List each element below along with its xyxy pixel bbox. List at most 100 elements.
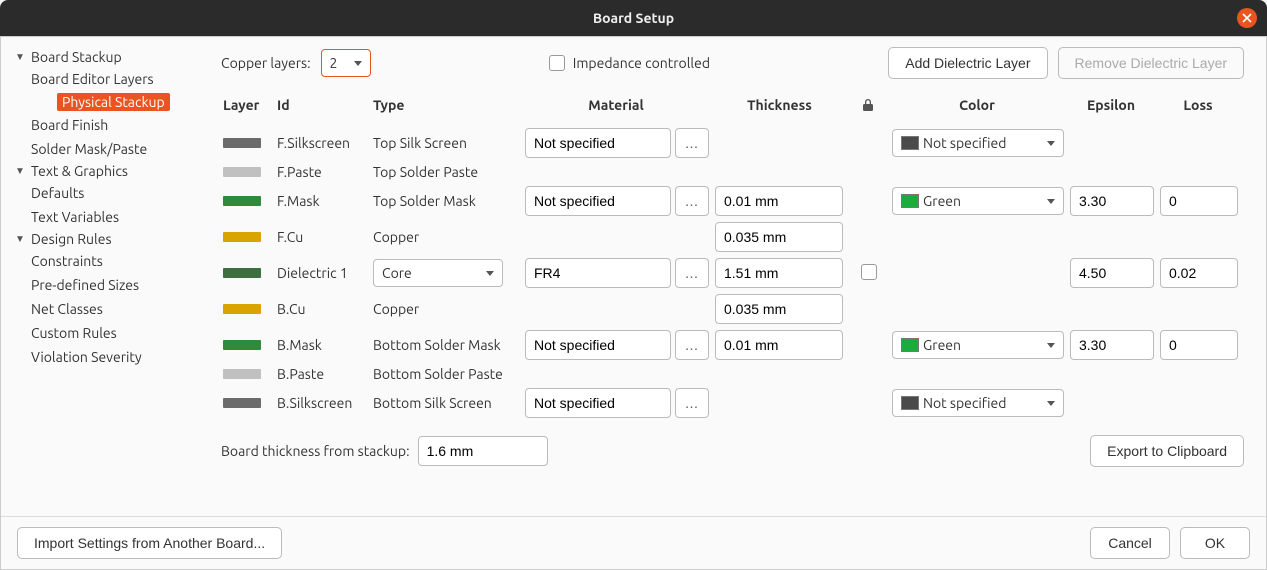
- material-input[interactable]: [525, 128, 671, 158]
- color-select[interactable]: Not specified: [892, 129, 1064, 157]
- color-chip-icon: [901, 338, 919, 352]
- material-more-button[interactable]: ...: [675, 330, 709, 360]
- layer-id: B.Cu: [275, 298, 371, 320]
- material-more-button[interactable]: ...: [675, 388, 709, 418]
- layer-type-select[interactable]: Core: [373, 259, 503, 287]
- color-select[interactable]: Not specified: [892, 389, 1064, 417]
- loss-input[interactable]: [1160, 186, 1238, 216]
- export-clipboard-button[interactable]: Export to Clipboard: [1090, 435, 1244, 467]
- tree-item[interactable]: Board Editor Layers: [31, 69, 160, 89]
- tree-group-label: Text & Graphics: [31, 163, 128, 179]
- lock-checkbox[interactable]: [861, 264, 877, 280]
- color-select[interactable]: Green: [892, 331, 1064, 359]
- board-thickness-input[interactable]: [418, 436, 548, 466]
- tree-group[interactable]: ▼Design Rules: [5, 229, 211, 249]
- tree-item[interactable]: Board Finish: [31, 115, 114, 135]
- tree-group[interactable]: ▼Board Stackup: [5, 47, 211, 67]
- layer-id: F.Mask: [275, 190, 371, 212]
- column-header: Loss: [1158, 91, 1242, 125]
- material-input[interactable]: [525, 186, 671, 216]
- color-value: Not specified: [923, 135, 1006, 151]
- tree-item[interactable]: Pre-defined Sizes: [31, 275, 145, 295]
- impedance-checkbox[interactable]: [549, 55, 565, 71]
- dialog-footer: Import Settings from Another Board... Ca…: [1, 516, 1266, 569]
- layer-type-value: Core: [382, 265, 412, 281]
- tree-group[interactable]: ▼Text & Graphics: [5, 161, 211, 181]
- layer-color-swatch: [223, 167, 261, 177]
- add-dielectric-button[interactable]: Add Dielectric Layer: [888, 47, 1047, 79]
- window-title: Board Setup: [593, 10, 674, 26]
- column-header-lock: [850, 92, 890, 124]
- color-value: Green: [923, 337, 961, 353]
- material-more-button[interactable]: ...: [675, 186, 709, 216]
- stackup-table: LayerIdTypeMaterialThicknessColorEpsilon…: [221, 91, 1244, 421]
- layer-id: F.Silkscreen: [275, 132, 371, 154]
- chevron-down-icon: [1047, 199, 1055, 204]
- layer-color-swatch: [223, 340, 261, 350]
- layer-type: Copper: [371, 226, 523, 248]
- copper-layers-label: Copper layers:: [221, 55, 311, 71]
- material-more-button[interactable]: ...: [675, 258, 709, 288]
- thickness-input[interactable]: [715, 186, 843, 216]
- close-icon: [1242, 13, 1252, 23]
- color-select[interactable]: Green: [892, 187, 1064, 215]
- color-value: Not specified: [923, 395, 1006, 411]
- loss-input[interactable]: [1160, 330, 1238, 360]
- layer-color-swatch: [223, 304, 261, 314]
- impedance-checkbox-wrap[interactable]: Impedance controlled: [549, 55, 710, 71]
- remove-dielectric-button[interactable]: Remove Dielectric Layer: [1058, 47, 1245, 79]
- layer-color-swatch: [223, 138, 261, 148]
- tree-item[interactable]: Text Variables: [31, 207, 125, 227]
- cancel-button[interactable]: Cancel: [1090, 527, 1170, 559]
- color-chip-icon: [901, 396, 919, 410]
- tree-item[interactable]: Physical Stackup: [57, 93, 170, 111]
- lock-icon: [861, 98, 875, 112]
- layer-id: Dielectric 1: [275, 262, 371, 284]
- column-header: Layer: [221, 91, 275, 125]
- epsilon-input[interactable]: [1070, 258, 1154, 288]
- material-input[interactable]: [525, 258, 671, 288]
- layer-color-swatch: [223, 369, 261, 379]
- layer-id: B.Silkscreen: [275, 392, 371, 414]
- tree-toggle-icon: ▼: [11, 51, 29, 63]
- tree-item[interactable]: Net Classes: [31, 299, 109, 319]
- thickness-input[interactable]: [715, 330, 843, 360]
- settings-tree: ▼Board StackupBoard Editor Layers Physica…: [1, 37, 211, 516]
- ok-button[interactable]: OK: [1180, 527, 1250, 559]
- chevron-down-icon: [1047, 401, 1055, 406]
- copper-layers-select[interactable]: 2: [321, 49, 371, 77]
- column-header: Color: [890, 91, 1068, 125]
- layer-id: B.Mask: [275, 334, 371, 356]
- thickness-input[interactable]: [715, 258, 843, 288]
- layer-type: Bottom Silk Screen: [371, 392, 523, 414]
- column-header: Material: [523, 91, 713, 125]
- thickness-input[interactable]: [715, 222, 843, 252]
- material-input[interactable]: [525, 330, 671, 360]
- chevron-down-icon: [486, 271, 494, 276]
- tree-item[interactable]: Custom Rules: [31, 323, 123, 343]
- layer-type: Copper: [371, 298, 523, 320]
- tree-item[interactable]: Violation Severity: [31, 347, 148, 367]
- layer-id: B.Paste: [275, 363, 371, 385]
- material-input[interactable]: [525, 388, 671, 418]
- chevron-down-icon: [1047, 343, 1055, 348]
- tree-item[interactable]: Solder Mask/Paste: [31, 139, 153, 159]
- tree-item[interactable]: Defaults: [31, 183, 90, 203]
- epsilon-input[interactable]: [1070, 186, 1154, 216]
- window-close-button[interactable]: [1237, 8, 1257, 28]
- tree-item[interactable]: Constraints: [31, 251, 109, 271]
- loss-input[interactable]: [1160, 258, 1238, 288]
- layer-color-swatch: [223, 268, 261, 278]
- tree-toggle-icon: ▼: [11, 233, 29, 245]
- epsilon-input[interactable]: [1070, 330, 1154, 360]
- layer-color-swatch: [223, 232, 261, 242]
- layer-type: Top Solder Mask: [371, 190, 523, 212]
- import-settings-button[interactable]: Import Settings from Another Board...: [17, 527, 282, 559]
- layer-color-swatch: [223, 196, 261, 206]
- material-more-button[interactable]: ...: [675, 128, 709, 158]
- column-header: Thickness: [713, 91, 850, 125]
- color-value: Green: [923, 193, 961, 209]
- thickness-input[interactable]: [715, 294, 843, 324]
- layer-id: F.Paste: [275, 161, 371, 183]
- column-header: Type: [371, 91, 523, 125]
